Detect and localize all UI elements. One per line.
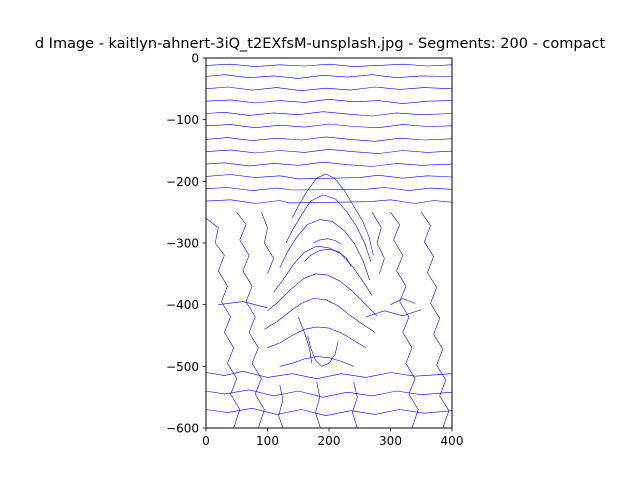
contour-line bbox=[371, 212, 385, 274]
contour-line bbox=[307, 335, 339, 367]
contour-line bbox=[279, 219, 370, 281]
x-tick-label: 400 bbox=[441, 434, 464, 448]
contour-line bbox=[205, 389, 453, 398]
contour-line bbox=[205, 63, 453, 67]
contour-line bbox=[205, 407, 453, 417]
contour-line bbox=[205, 111, 453, 117]
contour-line bbox=[279, 356, 354, 367]
x-tick-label: 0 bbox=[202, 434, 210, 448]
y-tick-label: −200 bbox=[166, 175, 199, 189]
contour-line bbox=[205, 174, 453, 180]
contour-line bbox=[278, 384, 284, 429]
x-tick-label: 300 bbox=[379, 434, 402, 448]
x-axis: 0 100 200 300 400 bbox=[202, 428, 463, 448]
contour-line bbox=[352, 381, 358, 429]
y-tick-label: −100 bbox=[166, 113, 199, 127]
y-axis: 0 −100 −200 −300 −400 −500 −600 bbox=[166, 52, 206, 436]
y-tick-label: 0 bbox=[191, 52, 199, 66]
contour-line bbox=[315, 381, 321, 429]
contour-line bbox=[218, 301, 268, 309]
y-tick-label: −300 bbox=[166, 237, 199, 251]
x-tick-label: 100 bbox=[256, 434, 279, 448]
contour-line bbox=[273, 245, 373, 296]
contour-line bbox=[313, 238, 342, 245]
contour-line bbox=[205, 187, 453, 191]
contour-lines bbox=[205, 63, 453, 429]
contour-line bbox=[261, 212, 274, 274]
chart-title: d Image - kaitlyn-ahnert-3iQ_t2EXfsM-uns… bbox=[35, 36, 606, 52]
contour-line bbox=[304, 248, 352, 267]
contour-line bbox=[421, 212, 450, 429]
contour-line bbox=[236, 212, 265, 429]
contour-line bbox=[205, 99, 453, 104]
contour-line bbox=[205, 199, 453, 204]
y-tick-label: −500 bbox=[166, 360, 199, 374]
contour-line bbox=[285, 194, 372, 262]
contour-line bbox=[205, 149, 453, 154]
contour-line bbox=[264, 298, 376, 333]
contour-line bbox=[205, 136, 453, 142]
contour-line bbox=[205, 74, 453, 79]
axes-background bbox=[206, 58, 452, 428]
contour-line bbox=[205, 86, 453, 91]
contour-line bbox=[298, 316, 313, 364]
y-tick-label: −400 bbox=[166, 298, 199, 312]
contour-line bbox=[205, 218, 241, 429]
contour-line bbox=[267, 273, 378, 317]
contour-line bbox=[390, 298, 416, 305]
x-tick-label: 200 bbox=[318, 434, 341, 448]
contour-line bbox=[365, 309, 422, 318]
y-tick-label: −600 bbox=[166, 422, 199, 436]
contour-line bbox=[390, 212, 419, 429]
contour-line bbox=[205, 123, 453, 128]
contour-line bbox=[291, 173, 374, 256]
plot-area bbox=[205, 57, 453, 429]
contour-line bbox=[205, 370, 453, 380]
contour-line bbox=[205, 161, 453, 167]
contour-line bbox=[267, 326, 367, 349]
